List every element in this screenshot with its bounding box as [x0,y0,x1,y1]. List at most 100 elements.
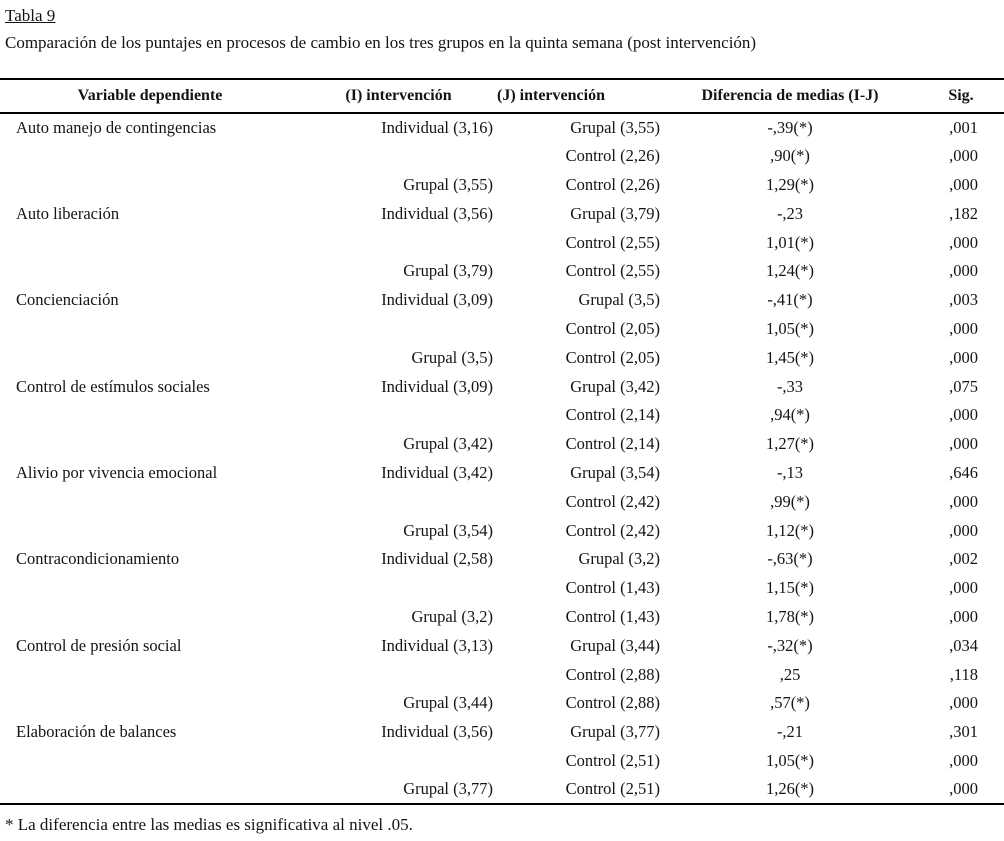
table-row: Control de presión social Individual (3,1… [0,631,1004,660]
cell-sig: ,118 [949,664,978,684]
table-row: Elaboración de balances Individual (3,56)… [0,718,1004,747]
table-row: Grupal (3,54) Control (2,42) 1,12(*) ,000 [0,516,1004,545]
cell-variable-dependiente [0,171,300,200]
cell-i-intervencion: Grupal (3,44) [403,693,493,713]
cell-i-intervencion: Grupal (3,5) [411,347,493,367]
cell-i-intervencion [300,228,497,257]
cell-variable-dependiente: Auto manejo de contingencias [16,117,217,137]
cell-variable-dependiente: Alivio por vivencia emocional [16,462,218,482]
column-header-variable-dependiente: Variable dependiente [77,87,223,104]
cell-i-intervencion [300,747,497,776]
cell-sig: ,000 [949,578,978,598]
cell-sig: ,000 [949,232,978,252]
cell-diferencia-medias: -,63(*) [767,549,813,569]
table-row: Control (2,26) ,90(*) ,000 [0,142,1004,171]
cell-sig: ,000 [949,174,978,194]
cell-variable-dependiente [0,343,300,372]
cell-variable-dependiente [0,487,300,516]
cell-i-intervencion [300,401,497,430]
cell-sig: ,002 [949,549,978,569]
cell-i-intervencion: Grupal (3,55) [403,174,493,194]
cell-j-intervencion: Grupal (3,2) [578,549,660,569]
cell-variable-dependiente: Elaboración de balances [16,722,177,742]
table-row: Control (2,88) ,25 ,118 [0,660,1004,689]
cell-diferencia-medias: ,57(*) [770,693,810,713]
cell-variable-dependiente: Control de presión social [16,635,182,655]
cell-j-intervencion: Grupal (3,54) [570,462,660,482]
cell-sig: ,646 [949,462,978,482]
cell-variable-dependiente [0,142,300,171]
cell-j-intervencion: Grupal (3,42) [570,376,660,396]
table-row: Auto manejo de contingencias Individual (… [0,113,1004,142]
results-table: Variable dependiente (I) intervención (J… [0,78,1004,806]
table-row: Control (2,14) ,94(*) ,000 [0,401,1004,430]
cell-sig: ,001 [949,117,978,137]
table-title: Tabla 9 [5,6,56,25]
cell-i-intervencion: Individual (3,16) [381,117,493,137]
cell-i-intervencion: Individual (3,56) [381,722,493,742]
cell-diferencia-medias: ,25 [779,664,801,684]
cell-sig: ,000 [949,491,978,511]
cell-j-intervencion: Grupal (3,77) [570,722,660,742]
cell-i-intervencion [300,574,497,603]
cell-i-intervencion: Grupal (3,54) [403,520,493,540]
cell-i-intervencion: Individual (3,09) [381,290,493,310]
cell-j-intervencion: Control (2,26) [565,174,660,194]
table-row: Grupal (3,2) Control (1,43) 1,78(*) ,000 [0,603,1004,632]
cell-sig: ,000 [949,318,978,338]
cell-sig: ,000 [949,750,978,770]
cell-diferencia-medias: 1,15(*) [765,578,815,598]
cell-j-intervencion: Control (2,26) [565,146,660,166]
cell-j-intervencion: Control (2,14) [565,434,660,454]
cell-j-intervencion: Control (2,88) [565,664,660,684]
cell-j-intervencion: Control (2,51) [565,779,660,799]
table-row: Control de estímulos sociales Individual … [0,372,1004,401]
cell-variable-dependiente: Concienciación [16,290,119,310]
cell-diferencia-medias: -,33 [776,376,804,396]
cell-diferencia-medias: 1,05(*) [765,318,815,338]
cell-j-intervencion: Control (2,14) [565,405,660,425]
cell-variable-dependiente: Auto liberación [16,203,120,223]
cell-sig: ,003 [949,290,978,310]
cell-sig: ,000 [949,693,978,713]
cell-i-intervencion: Grupal (3,79) [403,261,493,281]
cell-sig: ,000 [949,779,978,799]
cell-sig: ,034 [949,635,978,655]
cell-sig: ,301 [949,722,978,742]
cell-diferencia-medias: 1,26(*) [765,779,815,799]
cell-diferencia-medias: 1,27(*) [765,434,815,454]
cell-diferencia-medias: ,90(*) [770,146,810,166]
cell-variable-dependiente [0,775,300,804]
table-row: Contracondicionamiento Individual (2,58) G… [0,545,1004,574]
table-row: Grupal (3,42) Control (2,14) 1,27(*) ,000 [0,430,1004,459]
cell-variable-dependiente [0,603,300,632]
cell-diferencia-medias: -,32(*) [767,635,813,655]
cell-diferencia-medias: 1,29(*) [765,174,815,194]
cell-j-intervencion: Control (2,88) [565,693,660,713]
cell-variable-dependiente [0,660,300,689]
cell-variable-dependiente [0,747,300,776]
cell-j-intervencion: Control (2,51) [565,750,660,770]
column-header-j-intervencion: (J) intervención [497,87,605,104]
cell-i-intervencion [300,487,497,516]
column-header-i-intervencion: (I) intervención [345,87,452,104]
cell-variable-dependiente [0,516,300,545]
cell-variable-dependiente [0,257,300,286]
table-row: Grupal (3,55) Control (2,26) 1,29(*) ,000 [0,171,1004,200]
cell-diferencia-medias: 1,78(*) [765,606,815,626]
cell-sig: ,000 [949,405,978,425]
cell-i-intervencion [300,142,497,171]
cell-j-intervencion: Control (1,43) [565,578,660,598]
cell-i-intervencion: Grupal (3,42) [403,434,493,454]
cell-diferencia-medias: -,21 [776,722,804,742]
table-row: Control (1,43) 1,15(*) ,000 [0,574,1004,603]
cell-i-intervencion: Individual (3,09) [381,376,493,396]
cell-i-intervencion: Grupal (3,77) [403,779,493,799]
table-row: Alivio por vivencia emocional Individual … [0,459,1004,488]
significance-footnote: * La diferencia entre las medias es sign… [5,815,413,834]
cell-j-intervencion: Control (2,42) [565,520,660,540]
table-row: Auto liberación Individual (3,56) Grupal (… [0,199,1004,228]
cell-variable-dependiente: Control de estímulos sociales [16,376,210,396]
table-caption: Comparación de los puntajes en procesos … [5,33,757,52]
cell-sig: ,000 [949,146,978,166]
